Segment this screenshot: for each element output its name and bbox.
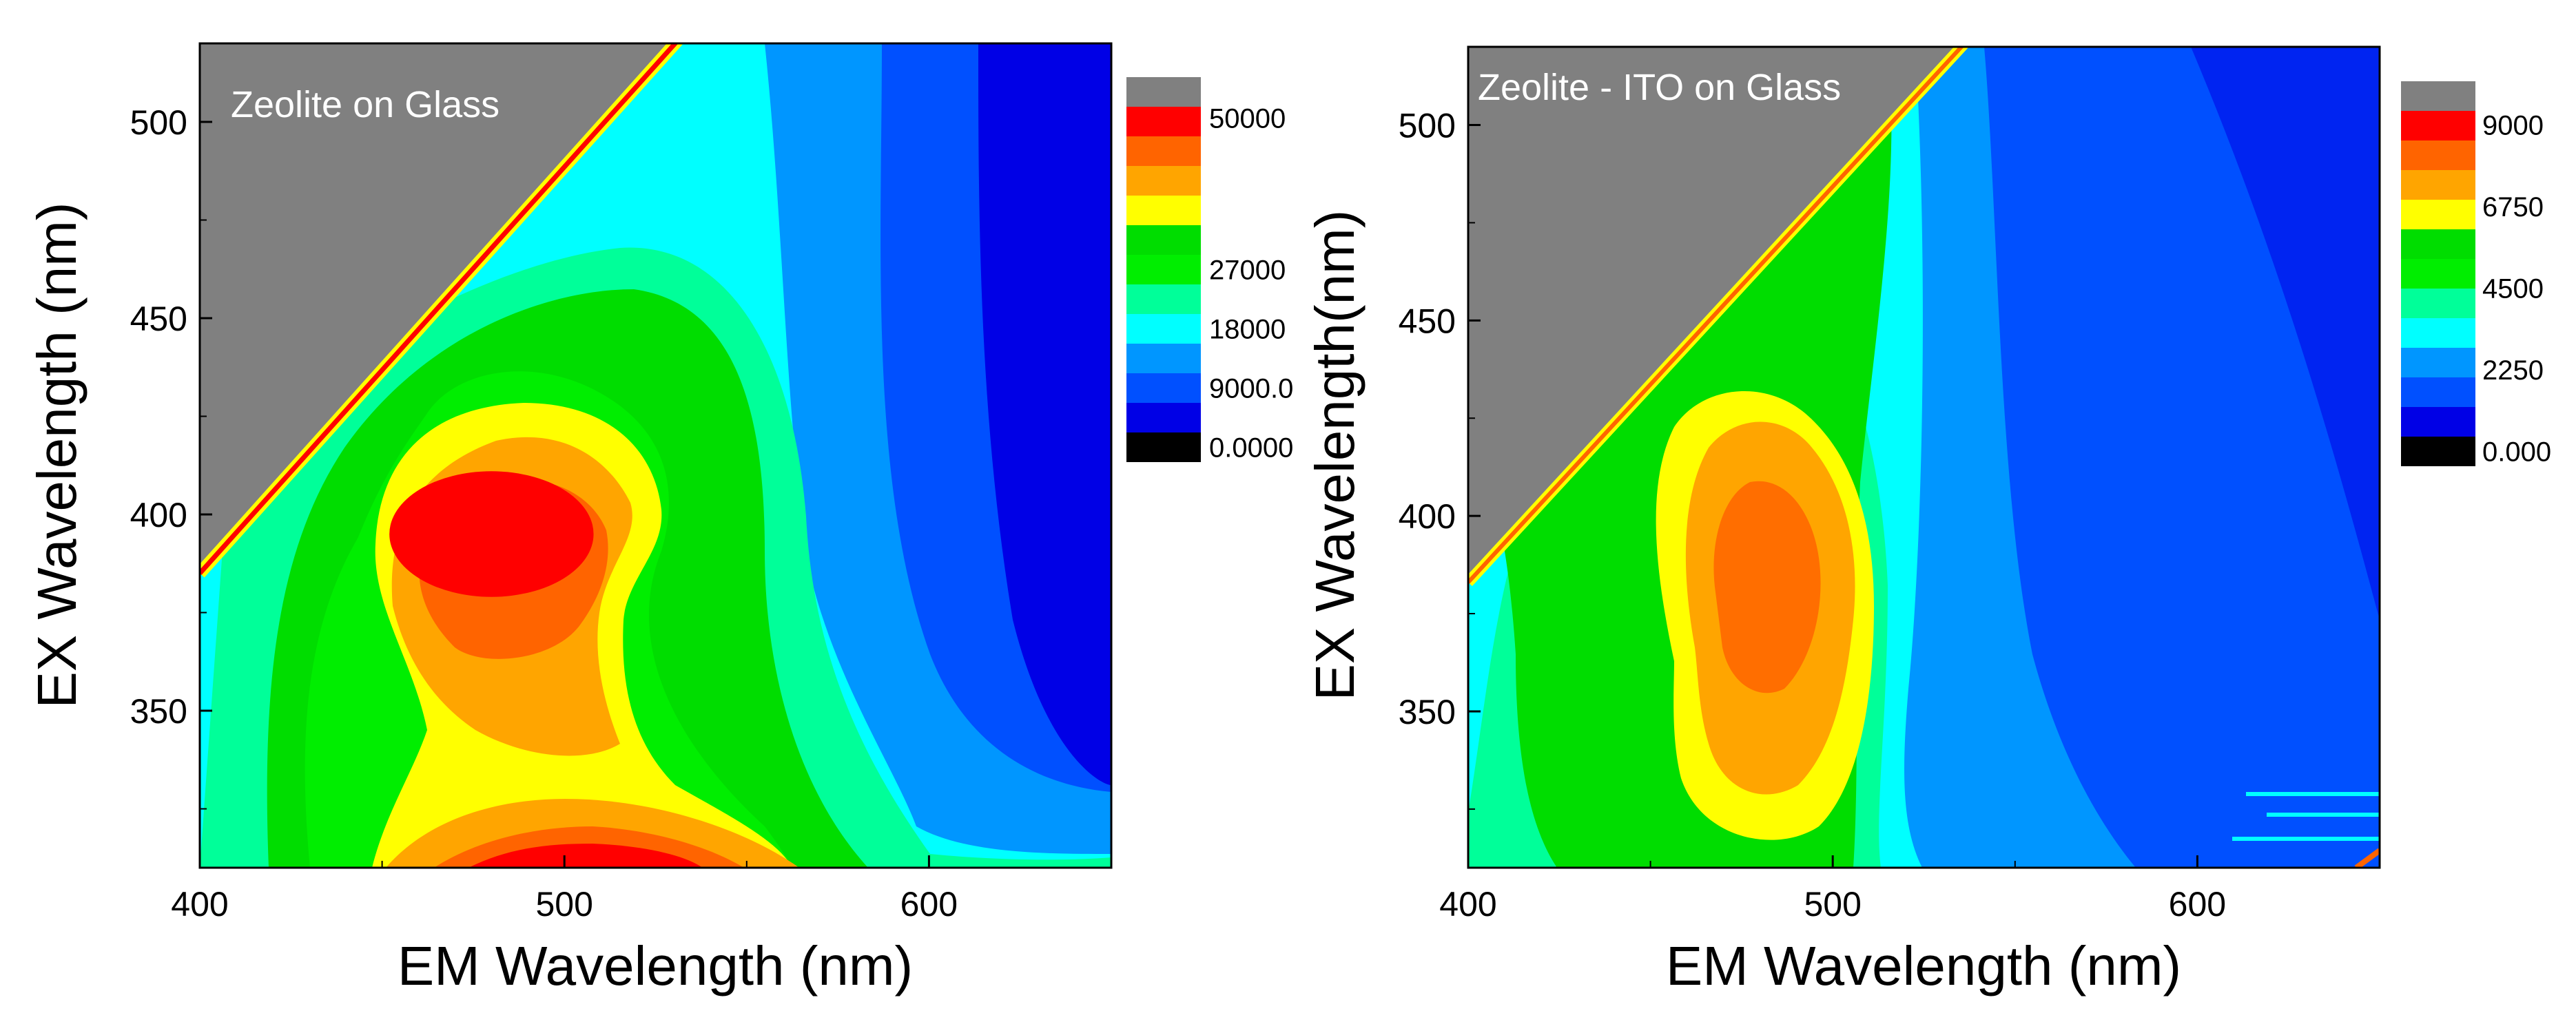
colorbar-tick-label: 6750 [2482, 192, 2544, 222]
colorbar-swatch [1126, 432, 1201, 462]
colorbar: 9000 6750 4500 2250 0.000 [2401, 81, 2551, 468]
colorbar-swatch [2401, 407, 2475, 437]
rayleigh-scatter-line [1468, 47, 1965, 584]
y-tick-label: 450 [130, 300, 187, 338]
colorbar-tick-label: 2250 [2482, 355, 2544, 386]
rayleigh-scatter-line [200, 43, 679, 575]
colorbar-swatch [1126, 284, 1201, 314]
chart-panel-zeolite-glass: 400 500 600 350 400 450 500 Zeolite on Glass E… [26, 42, 1293, 997]
colorbar-swatch [2401, 437, 2475, 466]
colorbar-swatch [1126, 225, 1201, 255]
colorbar-swatch [1126, 255, 1201, 284]
x-tick-label: 500 [535, 885, 593, 924]
y-tick-label: 350 [130, 692, 187, 731]
colorbar-tick-label: 0.0000 [1209, 433, 1293, 463]
colorbar-swatch [2401, 348, 2475, 377]
streak [2246, 792, 2380, 796]
colorbar-swatch [1126, 136, 1201, 166]
colorbar-swatch [2401, 289, 2475, 318]
colorbar-swatch [1126, 107, 1201, 136]
plot-frame [198, 42, 1113, 869]
colorbar: 50000 27000 18000 9000.0 0.0000 [1126, 77, 1293, 463]
colorbar-tick-label: 27000 [1209, 255, 1286, 286]
streak [2267, 813, 2380, 817]
y-tick-label: 400 [1399, 497, 1456, 536]
colorbar-tick-label: 9000 [2482, 111, 2544, 141]
colorbar-swatch [2401, 377, 2475, 407]
colorbar-swatch [1126, 403, 1201, 432]
x-tick-label: 500 [1804, 885, 1861, 924]
plot-frame [1467, 45, 2381, 869]
heatmap-zeolite-ito-glass [1468, 47, 2380, 868]
streak [2232, 837, 2380, 841]
y-tick-label: 500 [130, 103, 187, 142]
x-tick-label: 400 [1439, 885, 1496, 924]
colorbar-tick-label: 9000.0 [1209, 374, 1293, 404]
band-level-10 [1713, 481, 1821, 693]
emission-peak-red [389, 471, 594, 597]
colorbar-swatch [2401, 140, 2475, 170]
x-axis-label: EM Wavelength (nm) [1666, 935, 2181, 997]
colorbar-swatch [2401, 111, 2475, 140]
emission-peak-bottom [468, 844, 703, 868]
colorbar-swatch [1126, 196, 1201, 225]
colorbar-swatch [1126, 314, 1201, 344]
y-tick-label: 350 [1399, 693, 1456, 731]
colorbar-swatch [1126, 344, 1201, 373]
colorbar-swatch [2401, 229, 2475, 259]
axes: 400 500 600 350 400 450 500 [130, 103, 958, 924]
colorbar-swatch [2401, 259, 2475, 289]
colorbar-swatch [1126, 77, 1201, 107]
y-tick-label: 450 [1399, 302, 1456, 340]
colorbar-tick-label: 0.000 [2482, 437, 2551, 468]
axes: 400 500 600 350 400 450 500 [1399, 107, 2227, 924]
x-tick-label: 600 [900, 885, 958, 924]
x-tick-label: 600 [2169, 885, 2226, 924]
y-axis-label: EX Wavelength(nm) [1304, 210, 1366, 701]
band-level-1 [2191, 47, 2380, 620]
panel-title: Zeolite - ITO on Glass [1478, 67, 1841, 108]
colorbar-swatch [2401, 318, 2475, 348]
colorbar-swatch [2401, 170, 2475, 200]
colorbar-tick-label: 4500 [2482, 274, 2544, 304]
x-tick-label: 400 [171, 885, 228, 924]
colorbar-swatch [2401, 200, 2475, 229]
colorbar-tick-label: 18000 [1209, 315, 1286, 345]
colorbar-swatch [1126, 166, 1201, 196]
chart-panel-zeolite-ito-glass: 400 500 600 350 400 450 500 Zeolite - ITO on G… [1304, 45, 2551, 997]
x-axis-label: EM Wavelength (nm) [398, 935, 913, 997]
y-axis-label: EX Wavelength (nm) [26, 202, 87, 708]
colorbar-tick-label: 50000 [1209, 104, 1286, 134]
colorbar-swatch [1126, 373, 1201, 403]
panel-title: Zeolite on Glass [231, 84, 499, 125]
y-tick-label: 500 [1399, 107, 1456, 145]
colorbar-swatch [2401, 81, 2475, 111]
heatmap-zeolite-glass [200, 43, 1111, 868]
scatter-corner [2354, 848, 2380, 868]
y-tick-label: 400 [130, 496, 187, 534]
